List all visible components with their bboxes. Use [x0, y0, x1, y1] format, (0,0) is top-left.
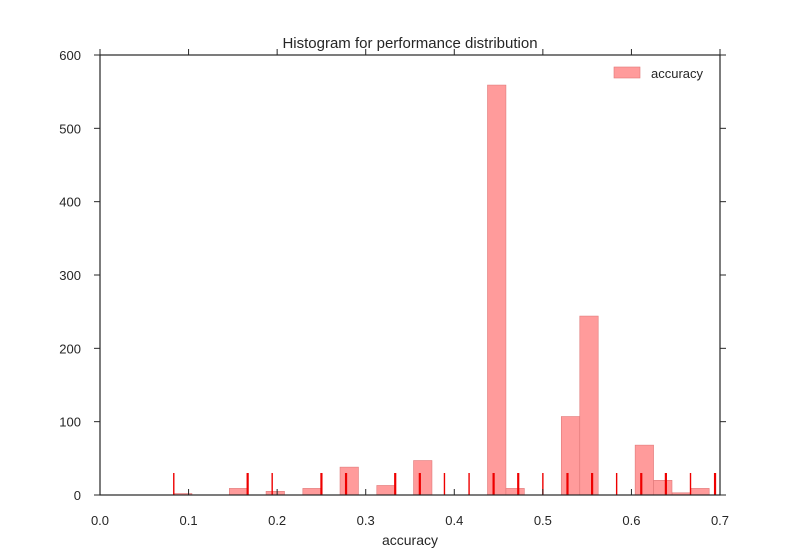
histogram-bar: [302, 488, 322, 496]
histogram-bar: [376, 485, 396, 496]
x-axis: 0.0 0.1 0.2 0.3 0.4 0.5 0.6 0.7: [91, 49, 729, 528]
histogram-bar: [634, 444, 654, 496]
plot-frame: [99, 54, 721, 496]
legend-label-accuracy: accuracy: [651, 66, 704, 81]
legend-swatch-accuracy: [613, 66, 641, 79]
y-tick-label: 100: [59, 415, 81, 430]
x-axis-label: accuracy: [382, 532, 438, 548]
x-tick-label: 0.7: [711, 513, 729, 528]
rug-layer: [173, 473, 717, 495]
legend: accuracy: [613, 66, 704, 81]
y-tick-label: 400: [59, 195, 81, 210]
histogram-bar: [579, 315, 599, 496]
histogram-bar: [690, 488, 710, 496]
y-tick-label: 0: [74, 488, 81, 503]
histogram-bar: [339, 466, 359, 496]
y-tick-label: 300: [59, 268, 81, 283]
x-tick-label: 0.4: [445, 513, 463, 528]
y-tick-label: 200: [59, 341, 81, 356]
x-tick-label: 0.0: [91, 513, 109, 528]
y-axis: 0 100 200 300 400 500 600: [59, 48, 726, 503]
histogram-bar: [413, 460, 433, 496]
x-tick-label: 0.1: [180, 513, 198, 528]
histogram-bar: [653, 480, 673, 496]
x-tick-label: 0.6: [622, 513, 640, 528]
histogram-bar: [229, 488, 249, 496]
bars-layer: [173, 84, 710, 496]
x-tick-label: 0.5: [534, 513, 552, 528]
histogram-bar: [487, 84, 507, 496]
y-tick-label: 600: [59, 48, 81, 63]
histogram-bar: [505, 488, 525, 496]
y-tick-label: 500: [59, 121, 81, 136]
x-tick-label: 0.2: [268, 513, 286, 528]
histogram-bar: [560, 416, 581, 496]
x-tick-label: 0.3: [357, 513, 375, 528]
chart-title: Histogram for performance distribution: [282, 35, 537, 52]
